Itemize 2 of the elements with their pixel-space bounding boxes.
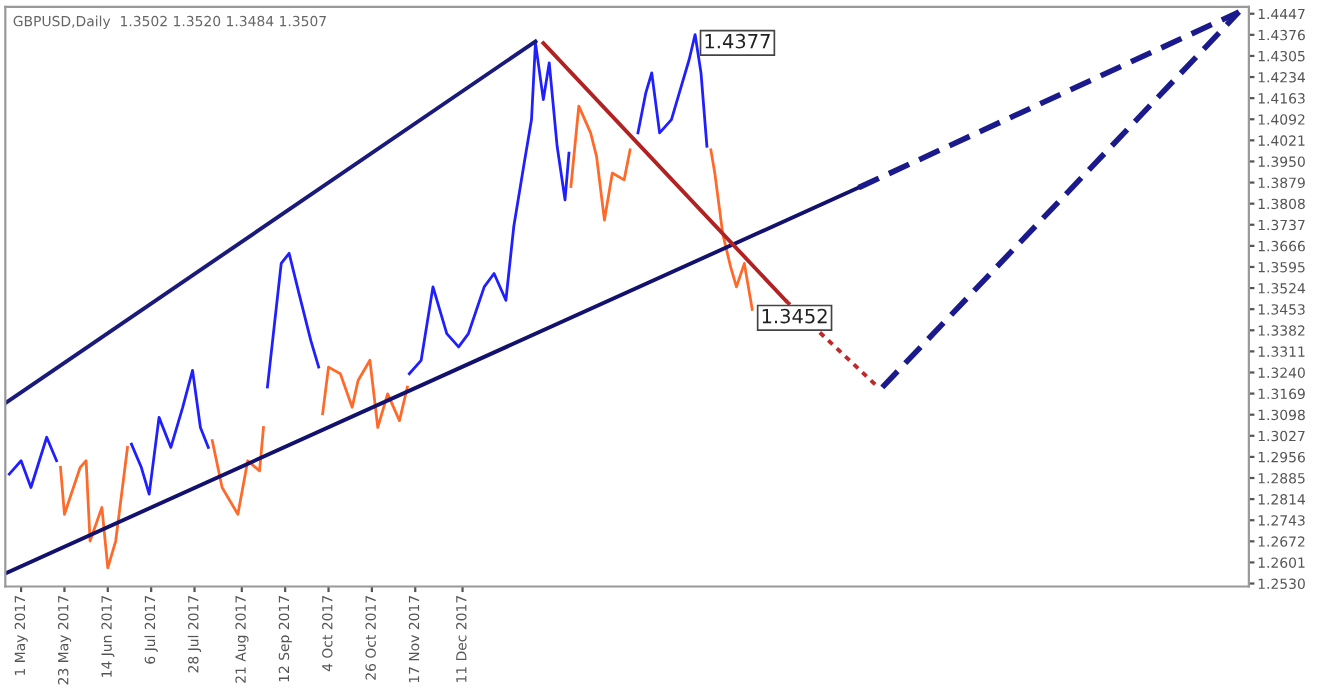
annotation: 1.4377 [705,33,770,49]
annotation: 1.3452 [762,308,827,324]
